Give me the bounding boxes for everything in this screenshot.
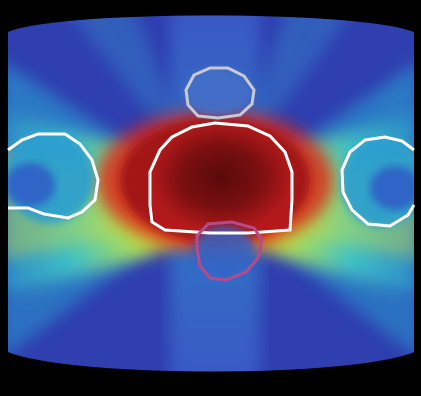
central-target [148,121,294,235]
left-contour [7,132,100,220]
structure-contours [7,66,416,282]
lower-organ [195,220,264,282]
right-contour [340,135,416,228]
upper-organ [184,66,256,120]
